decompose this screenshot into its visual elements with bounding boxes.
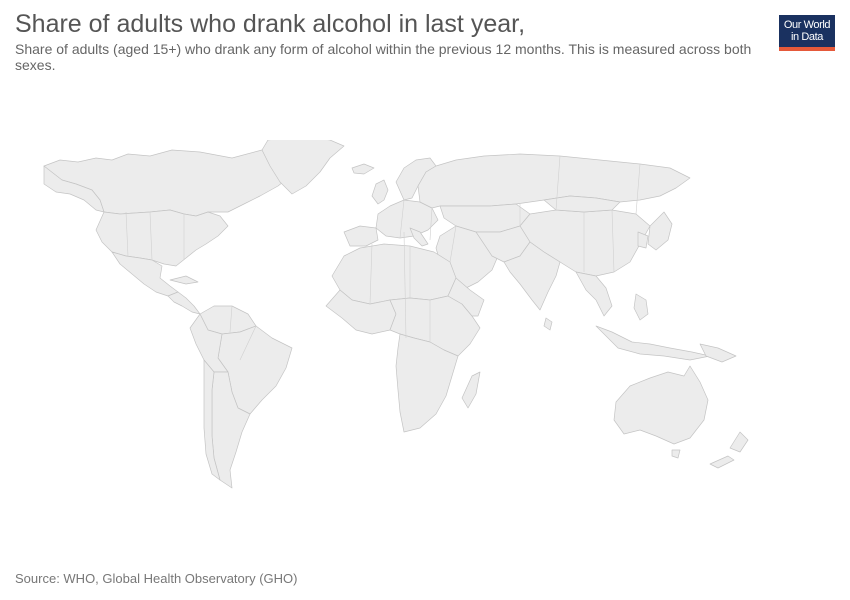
country-new-zealand[interactable] bbox=[709, 431, 749, 469]
country-italy[interactable] bbox=[409, 227, 429, 247]
country-east-africa[interactable] bbox=[447, 277, 485, 317]
country-india[interactable] bbox=[503, 241, 561, 311]
country-mongolia[interactable] bbox=[543, 195, 621, 213]
country-europe-west[interactable] bbox=[375, 199, 439, 239]
chart-subtitle: Share of adults (aged 15+) who drank any… bbox=[15, 41, 752, 73]
country-southern-africa[interactable] bbox=[395, 333, 459, 433]
logo-line-1: Our World bbox=[783, 19, 831, 31]
country-korea[interactable] bbox=[637, 231, 649, 249]
logo-line-2: in Data bbox=[790, 31, 824, 43]
country-indonesia[interactable] bbox=[595, 325, 711, 361]
world-map bbox=[43, 140, 749, 489]
country-philippines[interactable] bbox=[633, 293, 649, 321]
country-cuba[interactable] bbox=[169, 275, 199, 285]
country-japan[interactable] bbox=[647, 211, 673, 251]
border-lines bbox=[125, 155, 641, 361]
country-new-guinea[interactable] bbox=[699, 343, 737, 363]
country-chile[interactable] bbox=[203, 359, 221, 481]
country-central-africa[interactable] bbox=[389, 295, 481, 357]
country-sri-lanka[interactable] bbox=[543, 317, 553, 331]
country-southeast-asia[interactable] bbox=[575, 271, 613, 317]
country-uk[interactable] bbox=[371, 179, 389, 205]
country-central-america[interactable] bbox=[167, 291, 201, 315]
country-spain[interactable] bbox=[343, 225, 379, 247]
source-note: Source: WHO, Global Health Observatory (… bbox=[15, 571, 298, 586]
country-iceland[interactable] bbox=[351, 163, 375, 175]
country-mexico[interactable] bbox=[111, 251, 179, 297]
country-australia[interactable] bbox=[613, 365, 709, 445]
country-tasmania[interactable] bbox=[671, 449, 681, 459]
country-alaska[interactable] bbox=[43, 165, 105, 213]
chart-title: Share of adults who drank alcohol in las… bbox=[15, 10, 526, 38]
country-madagascar[interactable] bbox=[461, 371, 481, 409]
country-greenland[interactable] bbox=[261, 140, 345, 195]
owid-logo[interactable]: Our World in Data bbox=[779, 15, 835, 51]
